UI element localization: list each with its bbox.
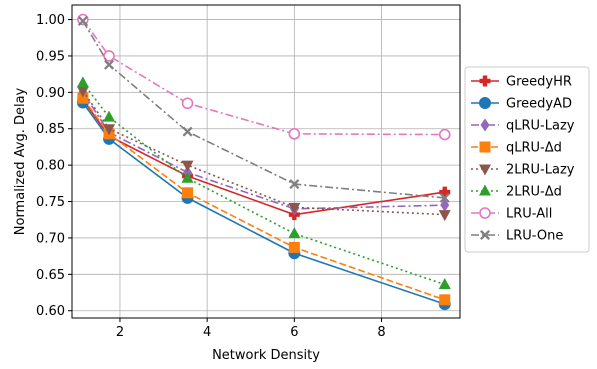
data-point [439,186,451,198]
legend-box [464,66,590,253]
series-line [82,90,445,216]
series-line [82,19,445,136]
y-tick-label: 0.90 [36,86,65,101]
series-line [82,82,445,286]
data-point [440,198,450,212]
data-point [76,86,89,98]
legend-item: LRU-All [471,207,552,222]
data-point [288,128,301,140]
data-point [181,160,194,172]
data-point [182,126,193,137]
legend-label: GreedyAD [506,97,572,112]
y-axis-label: Normalized Avg. Delay [13,87,28,235]
x-tick-label: 6 [290,325,298,340]
legend-label: LRU-One [506,229,563,244]
series-line [82,20,445,199]
x-axis-label: Network Density [212,348,320,363]
y-tick-label: 0.85 [36,122,65,137]
data-point [77,92,89,104]
legend-label: 2LRU-Δd [506,185,562,200]
legend-marker [479,164,491,176]
data-point [103,124,116,136]
data-point [77,16,88,27]
legend-marker [479,184,491,196]
series-line [82,99,445,216]
data-point [181,97,194,110]
y-tick-label: 0.60 [36,304,65,319]
legend-label: LRU-All [506,207,552,222]
data-point [438,278,451,290]
legend-item: GreedyHR [471,75,572,90]
data-point [103,50,115,62]
y-tick-label: 1.00 [36,13,65,28]
legend-label: qLRU-Δd [506,141,562,156]
data-point [288,227,301,239]
data-point [104,59,115,70]
series-group [76,13,451,311]
data-point [76,76,89,88]
data-point [181,171,194,183]
series-7 [77,16,450,203]
y-tick-label: 0.80 [36,159,65,174]
legend-item: 2LRU-Δd [471,184,562,200]
legend: GreedyHR GreedyAD qLRU-Lazy qLRU-Δd 2LRU-Laz… [464,66,590,253]
legend-item: GreedyAD [471,97,572,112]
legend-item: qLRU-Δd [471,141,562,156]
legend-marker [479,97,491,109]
legend-item: qLRU-Lazy [471,118,575,134]
legend-marker [479,75,491,87]
data-point [438,210,451,222]
data-point [288,202,301,214]
data-point [182,187,194,199]
legend-marker [480,118,490,132]
data-point [289,179,300,190]
data-point [439,192,450,203]
series-5 [76,76,451,290]
legend-label: qLRU-Lazy [506,119,575,134]
x-tick-label: 2 [116,325,124,340]
tick-group: 2 4 6 8 0.60 0.65 0.70 0.75 0.80 0.85 0.90 0.95 1.00 [36,13,386,340]
legend-item: 2LRU-Lazy [471,163,575,178]
y-tick-label: 0.95 [36,49,65,64]
series-4 [76,86,451,222]
y-tick-label: 0.70 [36,231,65,246]
data-point [438,128,451,141]
data-point [103,110,116,122]
y-tick-label: 0.65 [36,268,65,283]
grid-lines [72,5,460,318]
x-tick-label: 4 [203,325,211,340]
legend-item: LRU-One [471,229,563,244]
series-2 [78,85,450,216]
legend-marker [479,141,491,153]
data-point [439,294,451,306]
legend-marker [480,230,490,240]
plot-frame [71,4,461,319]
legend-label: 2LRU-Lazy [506,163,575,178]
x-tick-label: 8 [377,325,385,340]
legend-marker [479,207,491,219]
data-point [288,241,300,253]
legend-label: GreedyHR [506,75,572,90]
series-6 [77,13,451,141]
y-tick-label: 0.75 [36,195,65,210]
